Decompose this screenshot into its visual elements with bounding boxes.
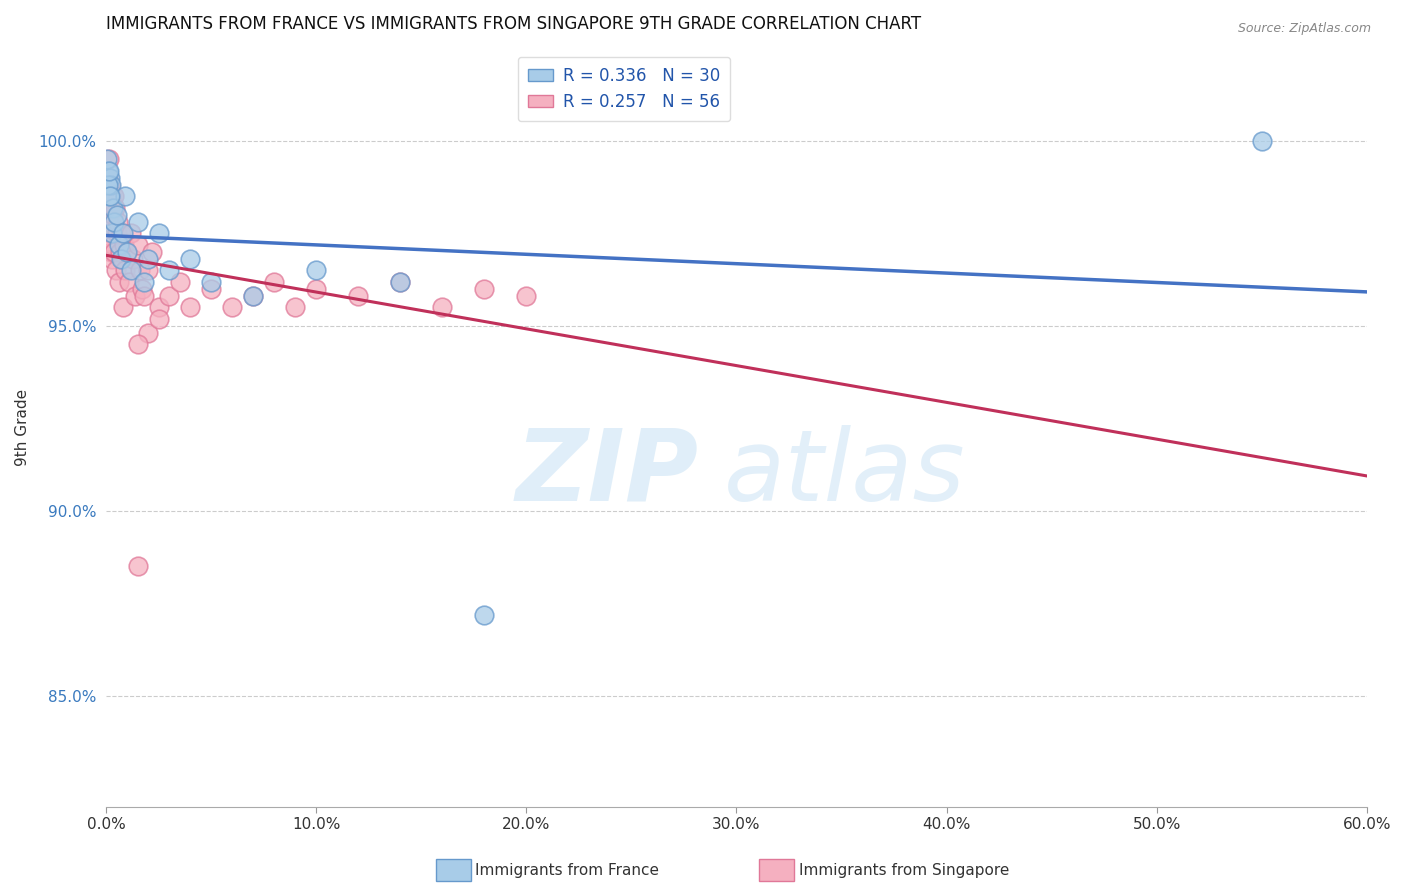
Point [305, 282, 328, 296]
Point [101, 227, 124, 241]
Point [515, 289, 537, 303]
Point [284, 301, 307, 315]
Point [389, 275, 412, 289]
Point [148, 311, 170, 326]
Point [122, 252, 145, 267]
Point [148, 227, 170, 241]
Point [110, 252, 132, 267]
Point [111, 252, 134, 267]
Point [263, 275, 285, 289]
Point [101, 208, 124, 222]
Point [97, 170, 120, 185]
Point [200, 275, 222, 289]
Point [120, 227, 142, 241]
Point [97, 201, 120, 215]
Point [136, 263, 159, 277]
Point [111, 301, 134, 315]
Point [305, 263, 328, 277]
Point [97, 163, 120, 178]
Point [107, 215, 129, 229]
Point [98, 189, 121, 203]
Point [103, 237, 125, 252]
Point [118, 275, 141, 289]
Point [103, 215, 125, 229]
Point [107, 275, 129, 289]
Point [115, 244, 138, 259]
Point [98, 215, 121, 229]
Point [115, 244, 138, 259]
Point [98, 170, 121, 185]
Point [472, 282, 495, 296]
Point [114, 189, 136, 203]
Point [389, 275, 412, 289]
Point [98, 189, 121, 203]
Point [105, 227, 128, 241]
Y-axis label: 9th Grade: 9th Grade [15, 389, 30, 467]
Text: ZIP: ZIP [516, 425, 699, 522]
Point [100, 178, 122, 193]
Point [108, 244, 131, 259]
Point [347, 289, 370, 303]
Point [104, 263, 127, 277]
Point [104, 201, 127, 215]
Point [179, 252, 201, 267]
Point [100, 201, 122, 215]
Text: Immigrants from Singapore: Immigrants from Singapore [799, 863, 1010, 878]
Point [96, 189, 118, 203]
Point [127, 337, 149, 351]
Point [148, 301, 170, 315]
Point [127, 559, 149, 574]
Text: Immigrants from France: Immigrants from France [475, 863, 659, 878]
Legend: R = 0.336   N = 30, R = 0.257   N = 56: R = 0.336 N = 30, R = 0.257 N = 56 [517, 57, 730, 121]
Point [157, 289, 180, 303]
Point [124, 289, 146, 303]
Point [132, 289, 155, 303]
Point [114, 263, 136, 277]
Point [103, 244, 125, 259]
Point [132, 275, 155, 289]
Point [136, 252, 159, 267]
Point [221, 301, 243, 315]
Point [111, 227, 134, 241]
Point [157, 263, 180, 277]
Point [101, 252, 124, 267]
Point [131, 282, 153, 296]
Point [112, 237, 135, 252]
Point [97, 153, 120, 167]
Point [242, 289, 264, 303]
Point [432, 301, 454, 315]
Point [97, 178, 120, 193]
Point [98, 227, 121, 241]
Point [120, 263, 142, 277]
Point [103, 201, 125, 215]
Point [200, 282, 222, 296]
Text: Source: ZipAtlas.com: Source: ZipAtlas.com [1237, 22, 1371, 36]
Point [141, 244, 163, 259]
Point [98, 178, 121, 193]
Point [127, 215, 149, 229]
Text: IMMIGRANTS FROM FRANCE VS IMMIGRANTS FROM SINGAPORE 9TH GRADE CORRELATION CHART: IMMIGRANTS FROM FRANCE VS IMMIGRANTS FRO… [105, 15, 921, 33]
Point [110, 227, 132, 241]
Point [242, 289, 264, 303]
Point [101, 189, 124, 203]
Point [105, 208, 128, 222]
Point [128, 263, 150, 277]
Text: atlas: atlas [724, 425, 966, 522]
Point [136, 326, 159, 341]
Point [107, 237, 129, 252]
Point [127, 237, 149, 252]
Point [103, 189, 125, 203]
Point [97, 163, 120, 178]
Point [100, 244, 122, 259]
Point [179, 301, 201, 315]
Point [472, 607, 495, 622]
Point [169, 275, 191, 289]
Point [96, 153, 118, 167]
Point [1250, 134, 1272, 148]
